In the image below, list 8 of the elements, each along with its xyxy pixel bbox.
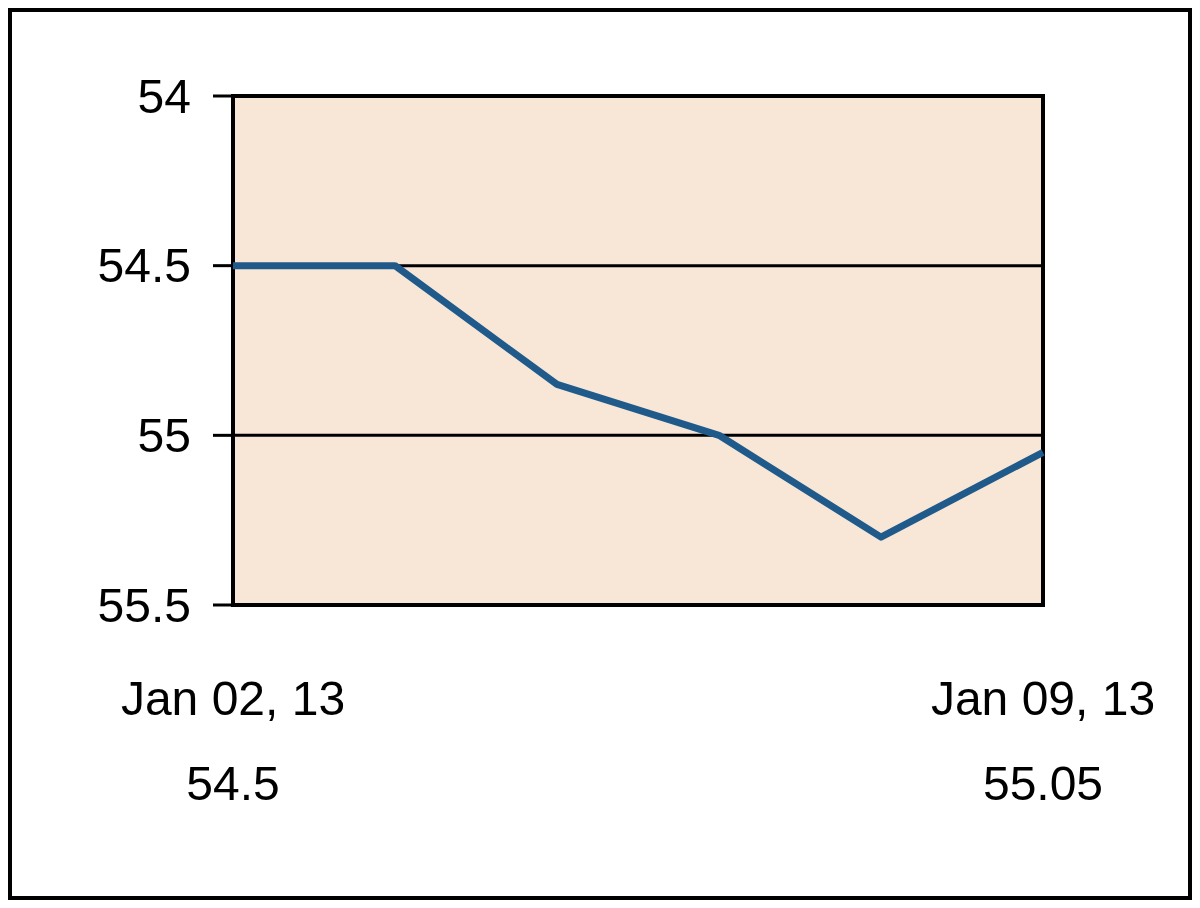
y-tick-label: 55.5 (97, 578, 191, 632)
data-label: 55.05 (982, 757, 1104, 810)
y-tick-label: 54 (137, 69, 191, 123)
y-tick-label: 55 (137, 409, 191, 463)
x-tick-label: Jan 09, 13 (930, 672, 1156, 725)
x-tick-label: Jan 02, 13 (120, 672, 346, 725)
data-label: 54.5 (186, 757, 280, 810)
y-tick-label: 54.5 (97, 239, 191, 293)
